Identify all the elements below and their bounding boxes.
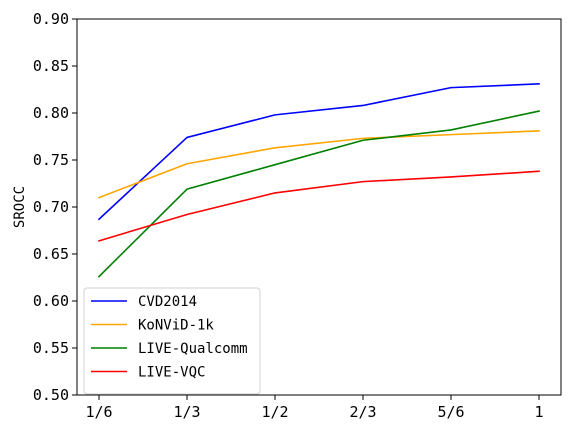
legend-label: LIVE-Qualcomm xyxy=(138,341,248,357)
legend-label: LIVE-VQC xyxy=(138,365,205,381)
y-axis-label: SROCC xyxy=(12,186,28,228)
y-tick-label: 0.90 xyxy=(33,10,69,28)
y-tick-label: 0.55 xyxy=(33,339,69,357)
y-tick-label: 0.70 xyxy=(33,198,69,216)
legend-label: KoNViD-1k xyxy=(138,318,214,334)
y-tick-label: 0.60 xyxy=(33,292,69,310)
x-tick-label: 1/6 xyxy=(85,403,112,421)
series-line xyxy=(97,130,540,199)
y-tick-label: 0.75 xyxy=(33,151,69,169)
series-line xyxy=(98,170,540,242)
series-line xyxy=(97,83,540,221)
y-tick-label: 0.80 xyxy=(33,104,69,122)
series-line xyxy=(97,110,540,278)
x-tick-label: 5/6 xyxy=(437,403,464,421)
legend: CVD2014 KoNViD-1k LIVE-Qualcomm LIVE-VQC xyxy=(83,287,261,395)
y-tick-label: 0.65 xyxy=(33,245,69,263)
x-tick-label: 1 xyxy=(534,403,543,421)
x-tick-label: 2/3 xyxy=(349,403,376,421)
y-tick-label: 0.50 xyxy=(33,386,69,404)
series-group xyxy=(97,83,540,278)
x-axis: 1/6 1/3 1/2 2/3 5/6 1 xyxy=(85,395,544,421)
y-tick-label: 0.85 xyxy=(33,57,69,75)
legend-box xyxy=(83,287,261,395)
legend-label: CVD2014 xyxy=(138,294,197,310)
x-tick-label: 1/3 xyxy=(173,403,200,421)
y-axis: 0.50 0.55 0.60 0.65 0.70 0.75 0.80 0.85 0.90 xyxy=(33,10,77,404)
x-tick-label: 1/2 xyxy=(261,403,288,421)
